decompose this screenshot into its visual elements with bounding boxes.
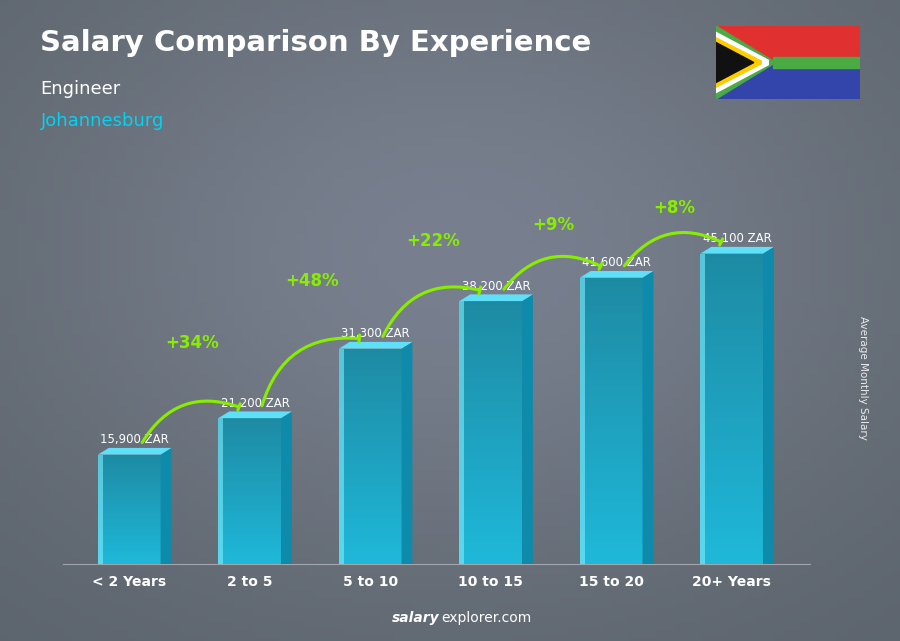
Polygon shape bbox=[401, 342, 412, 564]
Polygon shape bbox=[700, 247, 774, 254]
Bar bbox=[773, 57, 860, 68]
Text: 15,900 ZAR: 15,900 ZAR bbox=[100, 433, 169, 446]
Text: +34%: +34% bbox=[165, 334, 219, 352]
Text: +22%: +22% bbox=[406, 232, 460, 250]
Polygon shape bbox=[522, 294, 533, 564]
Text: Salary Comparison By Experience: Salary Comparison By Experience bbox=[40, 29, 592, 57]
Polygon shape bbox=[643, 271, 653, 564]
Text: 21,200 ZAR: 21,200 ZAR bbox=[220, 397, 290, 410]
Text: 31,300 ZAR: 31,300 ZAR bbox=[341, 327, 410, 340]
Polygon shape bbox=[281, 412, 292, 564]
Polygon shape bbox=[339, 342, 412, 349]
Polygon shape bbox=[219, 412, 292, 418]
Text: Johannesburg: Johannesburg bbox=[40, 112, 164, 130]
Polygon shape bbox=[763, 247, 774, 564]
Text: +48%: +48% bbox=[285, 272, 339, 290]
Text: Average Monthly Salary: Average Monthly Salary bbox=[859, 316, 868, 440]
Text: 38,200 ZAR: 38,200 ZAR bbox=[462, 279, 530, 292]
Text: +9%: +9% bbox=[532, 216, 574, 234]
Polygon shape bbox=[160, 448, 171, 564]
Text: explorer.com: explorer.com bbox=[441, 611, 531, 625]
Text: 45,100 ZAR: 45,100 ZAR bbox=[703, 232, 771, 245]
Polygon shape bbox=[716, 32, 769, 93]
Bar bbox=[716, 26, 859, 62]
Polygon shape bbox=[459, 294, 533, 301]
Text: +8%: +8% bbox=[652, 199, 695, 217]
Polygon shape bbox=[716, 38, 761, 87]
Polygon shape bbox=[580, 271, 653, 278]
Text: 41,600 ZAR: 41,600 ZAR bbox=[582, 256, 651, 269]
Text: salary: salary bbox=[392, 611, 439, 625]
Bar bbox=[716, 62, 859, 99]
Polygon shape bbox=[716, 26, 776, 99]
Polygon shape bbox=[716, 42, 754, 83]
Text: Engineer: Engineer bbox=[40, 80, 121, 98]
Polygon shape bbox=[98, 448, 171, 454]
